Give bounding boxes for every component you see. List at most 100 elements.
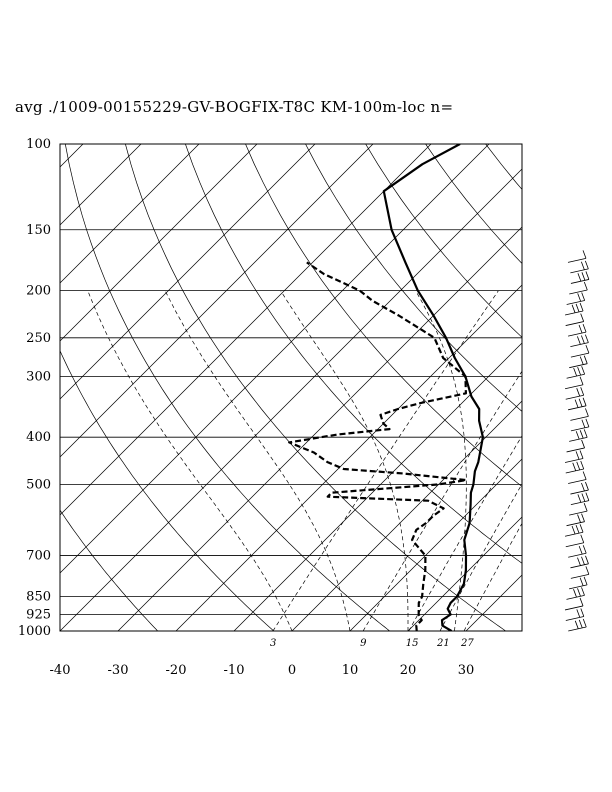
wind-barb xyxy=(570,334,589,348)
wind-barb-feather xyxy=(577,588,581,597)
wind-barb-staff xyxy=(564,458,584,463)
temperature-tick-label: 0 xyxy=(288,663,296,678)
wind-barb-feather xyxy=(581,335,585,344)
wind-barb-feather xyxy=(579,430,584,439)
mixing-ratio-line xyxy=(408,435,522,631)
wind-barb xyxy=(570,271,590,284)
wind-barb-feather xyxy=(575,303,580,313)
isotherm-line xyxy=(60,144,432,516)
wind-barb-feather xyxy=(579,376,584,385)
wind-barb-feather xyxy=(585,492,590,501)
temperature-tick-label: -40 xyxy=(50,663,71,678)
wind-barb-feather xyxy=(574,620,579,629)
isotherm-line xyxy=(349,458,522,631)
wind-barb xyxy=(564,597,584,611)
wind-barb-feather xyxy=(583,355,588,364)
wind-barb xyxy=(570,492,590,505)
wind-barb-staff xyxy=(568,626,587,632)
isotherm-line xyxy=(233,342,522,631)
wind-barb-feather xyxy=(580,460,585,470)
wind-barb-feather xyxy=(585,418,590,428)
pressure-tick-label: 925 xyxy=(26,608,51,623)
pressure-tick-label: 850 xyxy=(26,590,51,605)
dry-adiabat-line xyxy=(365,144,522,338)
wind-barb xyxy=(568,545,587,558)
chart-title: avg ./1009-00155229-GV-BOGFIX-T8C KM-100… xyxy=(15,98,454,116)
wind-barb xyxy=(569,429,588,442)
mixing-ratio-line xyxy=(272,290,499,631)
temperature-tick-labels: -40 -30 -20 -10 0 10 20 30 xyxy=(50,663,475,678)
wind-barb-feather xyxy=(581,366,586,375)
wind-barb-staff xyxy=(570,573,589,579)
wind-barb-staff xyxy=(567,257,587,263)
wind-barb xyxy=(566,292,586,305)
wind-barb xyxy=(568,618,587,632)
wind-barb-staff xyxy=(569,363,588,369)
wind-barb-staff xyxy=(570,500,589,505)
pressure-tick-label: 700 xyxy=(26,549,51,564)
wind-barb-feather xyxy=(577,494,582,503)
wind-barb-feather xyxy=(582,250,587,259)
wind-barb-feather xyxy=(577,557,581,566)
wind-barb xyxy=(570,555,589,569)
wind-barb-feather xyxy=(585,555,589,564)
dry-adiabat-line xyxy=(125,144,506,631)
dry-adiabat-line xyxy=(64,144,390,631)
dry-adiabat-line xyxy=(546,144,612,631)
wind-barb xyxy=(565,608,585,621)
temperature-tick-label: 20 xyxy=(400,663,417,678)
dry-adiabat-line xyxy=(485,144,522,190)
isotherm-line xyxy=(60,144,200,284)
wind-barb xyxy=(568,397,587,411)
wind-barb-feather xyxy=(579,524,584,533)
wind-barb-staff xyxy=(570,426,589,432)
wind-barb-staff xyxy=(564,605,584,611)
wind-barb xyxy=(570,566,590,579)
wind-barb xyxy=(566,587,585,600)
pressure-tick-label: 1000 xyxy=(18,624,51,639)
wind-barb xyxy=(564,450,584,463)
wind-barb-feather xyxy=(577,366,582,376)
wind-barb-feather xyxy=(578,398,583,407)
isotherm-line xyxy=(60,144,142,226)
dry-adiabat-line xyxy=(245,144,522,487)
wind-barb xyxy=(569,576,588,590)
wind-barb-feather xyxy=(580,261,585,270)
wind-barb-staff xyxy=(566,447,585,453)
wind-barb xyxy=(565,313,585,326)
wind-barb-feather xyxy=(581,556,585,565)
wind-barb-feather xyxy=(575,451,580,460)
temperature-tick-label: 30 xyxy=(458,663,475,678)
wind-barb-feather xyxy=(571,525,576,535)
wind-barb-feather xyxy=(578,324,583,334)
wind-barb xyxy=(566,439,585,453)
wind-barb xyxy=(566,366,586,379)
wind-barb xyxy=(565,387,585,400)
mixing-ratio-line xyxy=(362,370,522,631)
mixing-ratio-line xyxy=(463,522,522,631)
wind-barb-staff xyxy=(565,394,584,400)
pressure-tick-label: 300 xyxy=(26,369,51,384)
wind-barb-feather xyxy=(581,292,586,301)
wind-barb-staff xyxy=(568,405,587,411)
wind-barb-feather xyxy=(572,462,577,471)
pressure-tick-label: 250 xyxy=(26,331,51,346)
wind-barb-feather xyxy=(585,334,589,343)
moist-adiabat-line xyxy=(415,290,467,631)
wind-barb-staff xyxy=(569,584,588,590)
wind-barb-feather xyxy=(576,461,581,471)
wind-barb xyxy=(570,481,589,495)
mixing-ratio-labels: 3 9 15 21 27 xyxy=(270,638,474,649)
wind-barb-staff xyxy=(570,563,589,569)
wind-barb-feather xyxy=(581,513,585,522)
dry-adiabat-line xyxy=(305,144,522,412)
moist-adiabat-line xyxy=(87,290,293,631)
wind-barb-feather xyxy=(581,482,585,492)
wind-barb xyxy=(569,281,588,295)
moist-adiabat-line xyxy=(280,290,409,631)
wind-barb-feather xyxy=(582,471,587,480)
mixing-ratio-label: 9 xyxy=(360,638,367,649)
wind-barb-feather xyxy=(579,356,584,365)
diagram-grid xyxy=(60,144,612,631)
